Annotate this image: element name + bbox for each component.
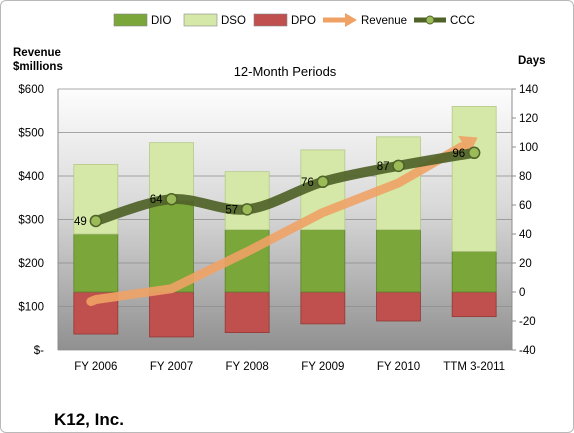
company-name: K12, Inc.	[54, 410, 124, 429]
left-tick-label: $-	[34, 345, 44, 357]
legend-label: CCC	[450, 15, 475, 27]
category-label: FY 2010	[377, 361, 420, 373]
left-tick-label: $400	[18, 171, 44, 183]
ccc-point	[89, 214, 103, 228]
category-label: FY 2008	[226, 361, 269, 373]
ccc-data-label: 96	[452, 148, 465, 160]
left-tick-label: $300	[18, 215, 44, 227]
bar-dio	[73, 233, 119, 293]
bar-dpo	[149, 291, 194, 338]
bar-dio	[300, 229, 346, 293]
bar-dio	[376, 229, 421, 293]
ccc-data-label: 76	[301, 177, 314, 189]
chart-title: 12-Month Periods	[234, 64, 337, 79]
bar-dso	[451, 106, 497, 252]
right-tick-label: 100	[519, 142, 538, 154]
revenue-series	[86, 135, 478, 307]
right-axis-title: Days	[518, 55, 546, 67]
ccc-point	[392, 159, 405, 173]
bar-dso	[149, 142, 194, 202]
bar-dpo	[224, 291, 270, 333]
right-tick-label: 140	[519, 84, 538, 96]
left-axis-ticks: $- $100 $200 $300 $400 $500 $600	[18, 84, 44, 357]
ccc-point	[467, 146, 481, 160]
legend-swatch-dso	[183, 13, 218, 27]
bar-dpo	[300, 291, 346, 325]
legend-label: DSO	[221, 15, 246, 27]
legend-label: Revenue	[361, 15, 407, 27]
bar-dso	[376, 136, 421, 231]
bar-dio	[451, 250, 497, 293]
right-tick-label: 60	[519, 200, 532, 212]
legend-marker-icon	[425, 15, 435, 25]
left-tick-label: $600	[18, 84, 44, 96]
category-labels: FY 2006 FY 2007 FY 2008 FY 2009 FY 2010 TTM 3…	[74, 361, 505, 373]
ccc-data-label: 64	[150, 194, 163, 206]
legend: DIO DSO DPO Revenue CCC	[113, 13, 475, 27]
revenue-arrowhead	[458, 135, 478, 155]
right-tick-label: 0	[519, 287, 525, 299]
right-tick-label: 120	[519, 113, 538, 125]
legend-arrowhead-icon	[345, 13, 357, 27]
right-axis-ticks: -40 -20 0 20 40 60 80 100 120 140	[512, 84, 538, 357]
category-label: FY 2009	[301, 361, 344, 373]
category-label: FY 2007	[150, 361, 193, 373]
ccc-data-label: 57	[225, 204, 238, 216]
ccc-series: 49 64 57 76 87 96	[74, 146, 481, 228]
ccc-point	[240, 203, 254, 216]
legend-swatch-dio	[113, 13, 148, 27]
left-axis-title: Revenue $millions	[13, 47, 63, 73]
bar-dpo	[451, 291, 497, 318]
ccc-data-label: 87	[377, 161, 390, 173]
bar-dpo	[376, 291, 421, 322]
left-tick-label: $500	[18, 128, 44, 140]
ccc-point	[165, 192, 178, 206]
ccc-point	[316, 175, 330, 189]
left-tick-label: $100	[18, 302, 44, 314]
right-tick-label: 40	[519, 229, 532, 241]
right-tick-label: 80	[519, 171, 532, 183]
legend-swatch-dpo	[253, 13, 288, 27]
gridlines	[57, 88, 513, 351]
right-tick-label: 20	[519, 258, 532, 270]
category-label: TTM 3-2011	[443, 361, 505, 373]
right-tick-label: -40	[519, 345, 536, 357]
left-tick-label: $200	[18, 258, 44, 270]
right-tick-label: -20	[519, 316, 536, 328]
revenue-line	[86, 142, 467, 307]
bar-dso	[224, 171, 270, 231]
ccc-data-label: 49	[74, 216, 87, 228]
category-label: FY 2006	[74, 361, 117, 373]
legend-label: DPO	[291, 15, 316, 27]
legend-label: DIO	[151, 15, 172, 27]
